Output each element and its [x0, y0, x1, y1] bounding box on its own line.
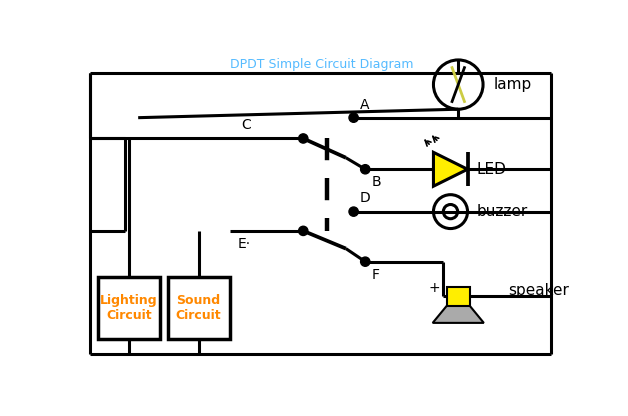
- Text: DPDT Simple Circuit Diagram: DPDT Simple Circuit Diagram: [230, 58, 414, 71]
- Text: Lighting
Circuit: Lighting Circuit: [100, 294, 158, 322]
- Circle shape: [298, 134, 308, 143]
- FancyBboxPatch shape: [447, 287, 470, 306]
- Circle shape: [349, 113, 359, 122]
- Text: F: F: [371, 268, 379, 282]
- FancyBboxPatch shape: [98, 277, 160, 339]
- Text: LED: LED: [477, 162, 507, 177]
- Circle shape: [360, 165, 370, 174]
- Text: C: C: [241, 118, 251, 132]
- Polygon shape: [433, 306, 484, 323]
- Text: A: A: [360, 97, 369, 111]
- Circle shape: [349, 207, 359, 216]
- Text: buzzer: buzzer: [477, 204, 528, 219]
- Text: Sound
Circuit: Sound Circuit: [176, 294, 222, 322]
- Circle shape: [298, 226, 308, 235]
- Text: D: D: [360, 191, 371, 206]
- Polygon shape: [433, 152, 468, 186]
- Text: E·: E·: [237, 237, 251, 251]
- Text: +: +: [429, 281, 440, 295]
- FancyBboxPatch shape: [168, 277, 230, 339]
- Text: B: B: [371, 176, 381, 189]
- Circle shape: [360, 257, 370, 266]
- Text: lamp: lamp: [493, 77, 531, 92]
- Text: speaker: speaker: [509, 282, 570, 298]
